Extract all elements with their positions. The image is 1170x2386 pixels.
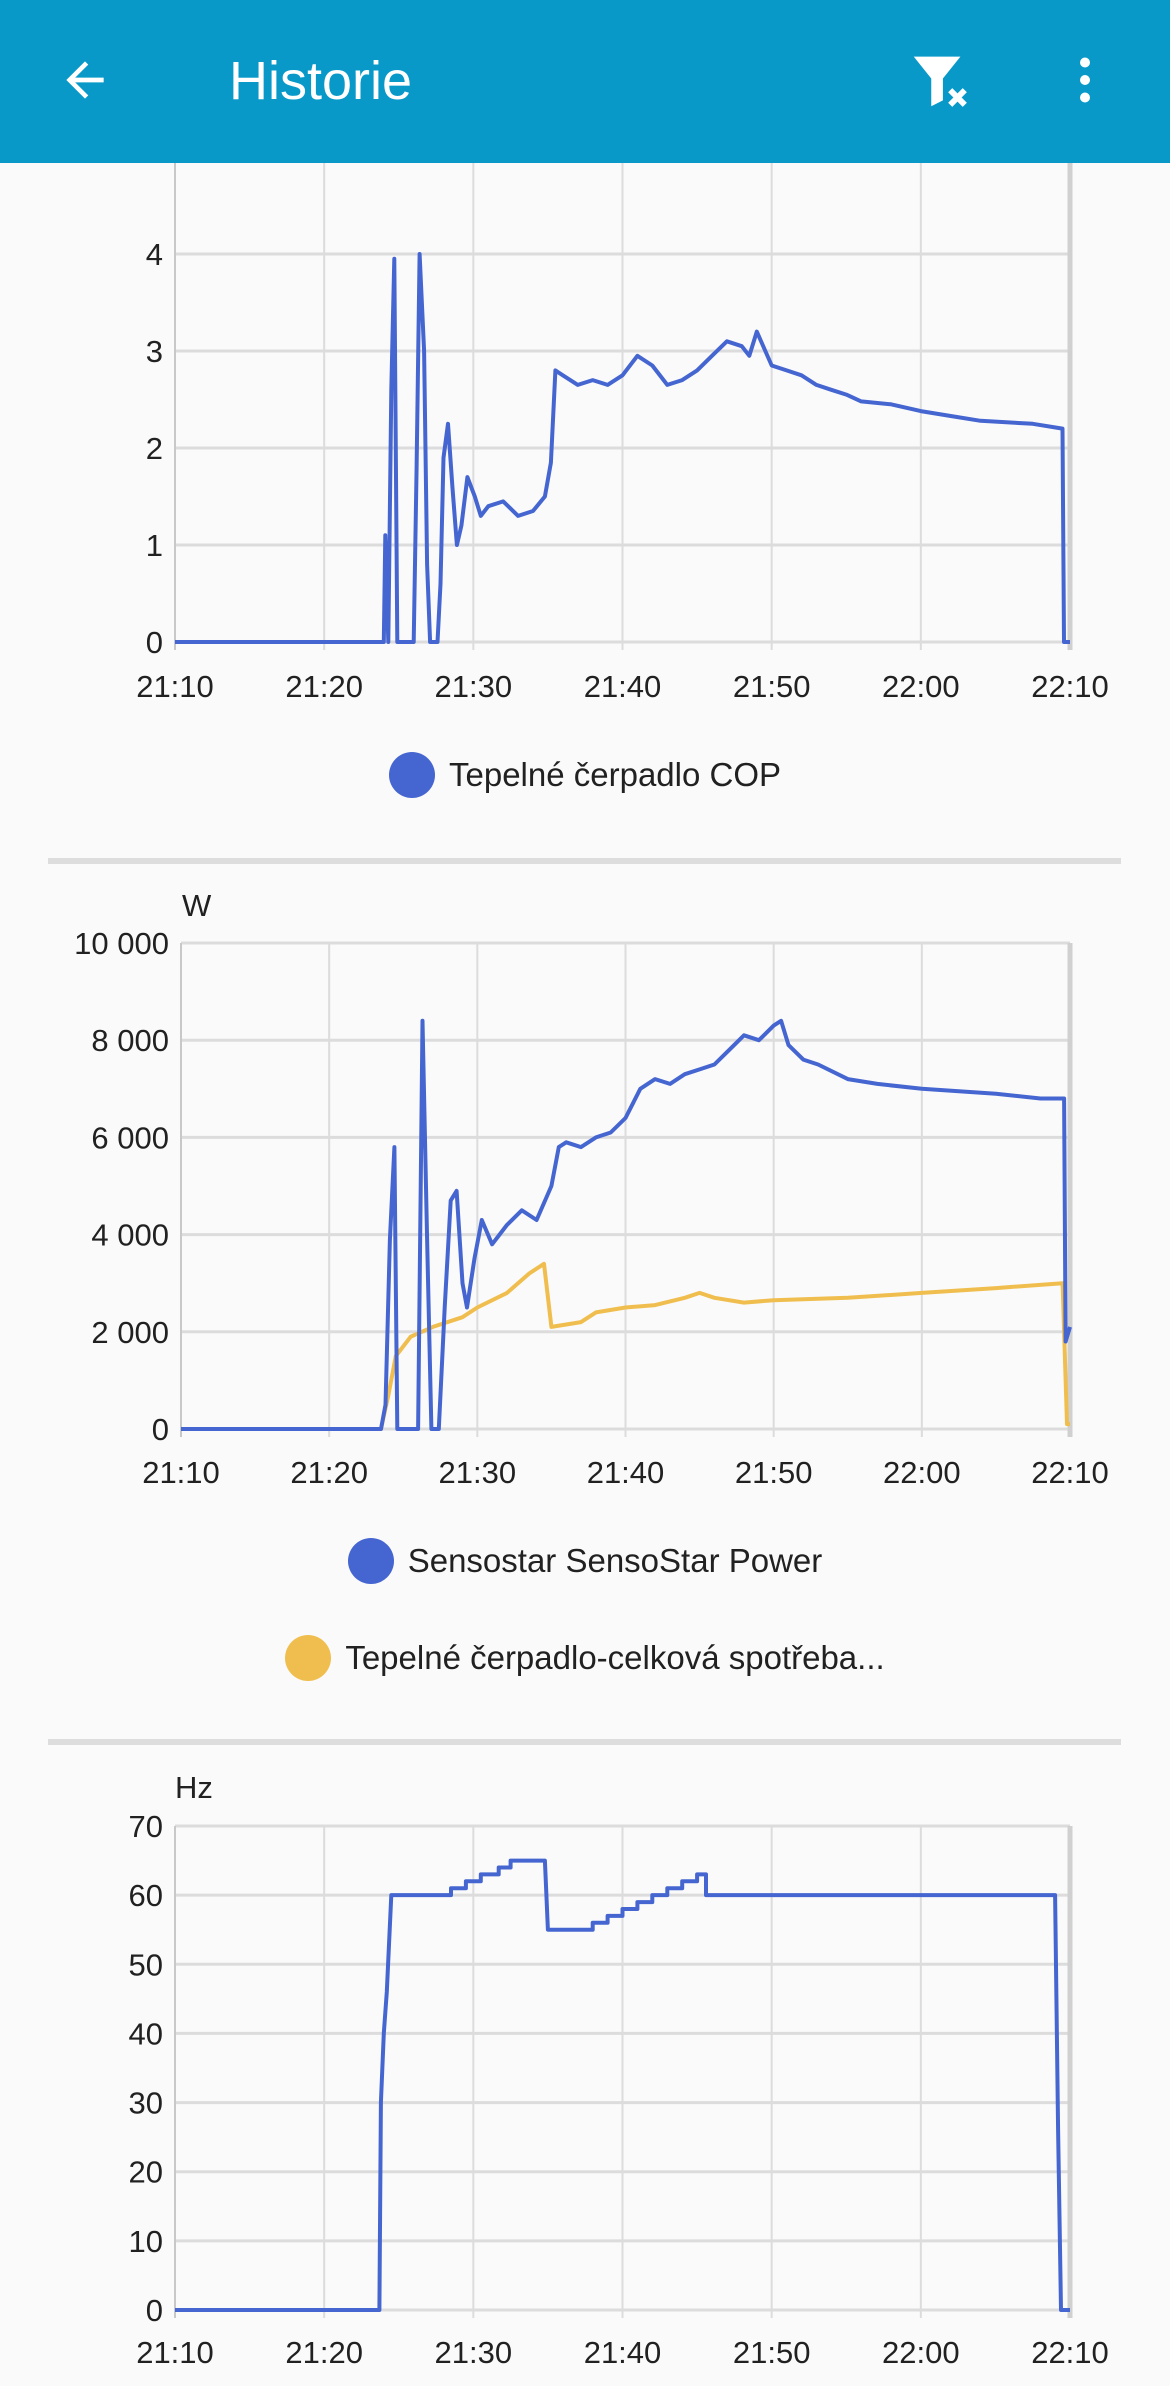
series-line xyxy=(181,1018,1072,1431)
y-tick-label: 4 xyxy=(146,237,163,272)
y-tick-label: 0 xyxy=(152,1412,169,1447)
legend-dot-consumption xyxy=(285,1635,332,1681)
x-tick-label: 22:10 xyxy=(1031,669,1109,704)
x-tick-label: 21:40 xyxy=(587,1455,665,1490)
y-tick-label: 4 000 xyxy=(91,1218,169,1253)
cop-chart: 0 1 2 3 4 21:10 21:20 21:30 21:40 21:50 22:00 22:10 xyxy=(136,157,1109,704)
y-tick-label: 0 xyxy=(146,2293,163,2328)
x-tick-label: 22:10 xyxy=(1031,1455,1109,1490)
y-tick-label: 2 xyxy=(146,431,163,466)
y-tick-label: 6 000 xyxy=(91,1120,169,1155)
x-tick-label: 21:50 xyxy=(735,1455,813,1490)
x-tick-label: 21:10 xyxy=(136,669,214,704)
x-tick-label: 21:20 xyxy=(285,2335,363,2370)
x-tick-label: 21:50 xyxy=(733,669,811,704)
legend-label-cop: Tepelné čerpadlo COP xyxy=(448,756,782,793)
legend-label-power: Sensostar SensoStar Power xyxy=(407,1542,823,1579)
frequency-chart: 0 10 20 30 40 50 60 70 21:10 21:20 21:30 21:40 21:50… xyxy=(129,1809,1109,2370)
page-title: Historie xyxy=(229,51,413,111)
x-tick-label: 21:30 xyxy=(435,669,513,704)
more-vertical-icon xyxy=(1080,57,1090,103)
more-options-button[interactable] xyxy=(1045,40,1125,120)
hz-unit-label: Hz xyxy=(175,1770,213,1805)
cop-legend[interactable]: Tepelné čerpadlo COP xyxy=(0,752,1170,798)
y-tick-label: 20 xyxy=(129,2155,163,2190)
y-tick-label: 1 xyxy=(146,528,163,563)
series-line xyxy=(175,252,1070,644)
x-tick-label: 21:40 xyxy=(584,2335,662,2370)
x-tick-label: 21:10 xyxy=(142,1455,220,1490)
y-tick-label: 70 xyxy=(129,1809,163,1844)
back-button[interactable] xyxy=(45,40,125,120)
x-tick-label: 21:10 xyxy=(136,2335,214,2370)
series-line xyxy=(175,1858,1070,2312)
arrow-left-icon xyxy=(66,61,104,99)
y-tick-label: 30 xyxy=(129,2086,163,2121)
x-tick-label: 21:30 xyxy=(435,2335,513,2370)
y-tick-label: 40 xyxy=(129,2016,163,2051)
y-tick-label: 8 000 xyxy=(91,1023,169,1058)
power-legend-2[interactable]: Tepelné čerpadlo-celková spotřeba... xyxy=(0,1635,1170,1681)
power-unit-label: W xyxy=(182,888,212,923)
legend-label-consumption: Tepelné čerpadlo-celková spotřeba... xyxy=(345,1639,885,1676)
x-tick-label: 21:20 xyxy=(290,1455,368,1490)
power-legend-1[interactable]: Sensostar SensoStar Power xyxy=(0,1538,1170,1584)
x-tick-label: 21:30 xyxy=(439,1455,517,1490)
y-tick-label: 10 xyxy=(129,2224,163,2259)
y-tick-label: 50 xyxy=(129,1947,163,1982)
filter-clear-icon xyxy=(913,56,967,107)
x-tick-label: 22:00 xyxy=(882,2335,960,2370)
y-tick-label: 2 000 xyxy=(91,1315,169,1350)
x-tick-label: 22:00 xyxy=(883,1455,961,1490)
x-tick-label: 22:00 xyxy=(882,669,960,704)
power-chart: 0 2 000 4 000 6 000 8 000 10 000 21:10 21:20 21:… xyxy=(74,926,1109,1490)
y-tick-label: 60 xyxy=(129,1878,163,1913)
legend-dot-cop xyxy=(388,752,435,798)
divider xyxy=(48,1739,1121,1745)
x-tick-label: 21:50 xyxy=(733,2335,811,2370)
x-tick-label: 22:10 xyxy=(1031,2335,1109,2370)
y-tick-label: 3 xyxy=(146,334,163,369)
y-tick-label: 0 xyxy=(146,625,163,660)
legend-dot-power xyxy=(347,1538,394,1584)
clear-filter-button[interactable] xyxy=(900,40,980,120)
x-tick-label: 21:40 xyxy=(584,669,662,704)
app-bar: Historie xyxy=(0,0,1170,163)
divider xyxy=(48,858,1121,864)
y-tick-label: 10 000 xyxy=(74,926,169,961)
x-tick-label: 21:20 xyxy=(285,669,363,704)
